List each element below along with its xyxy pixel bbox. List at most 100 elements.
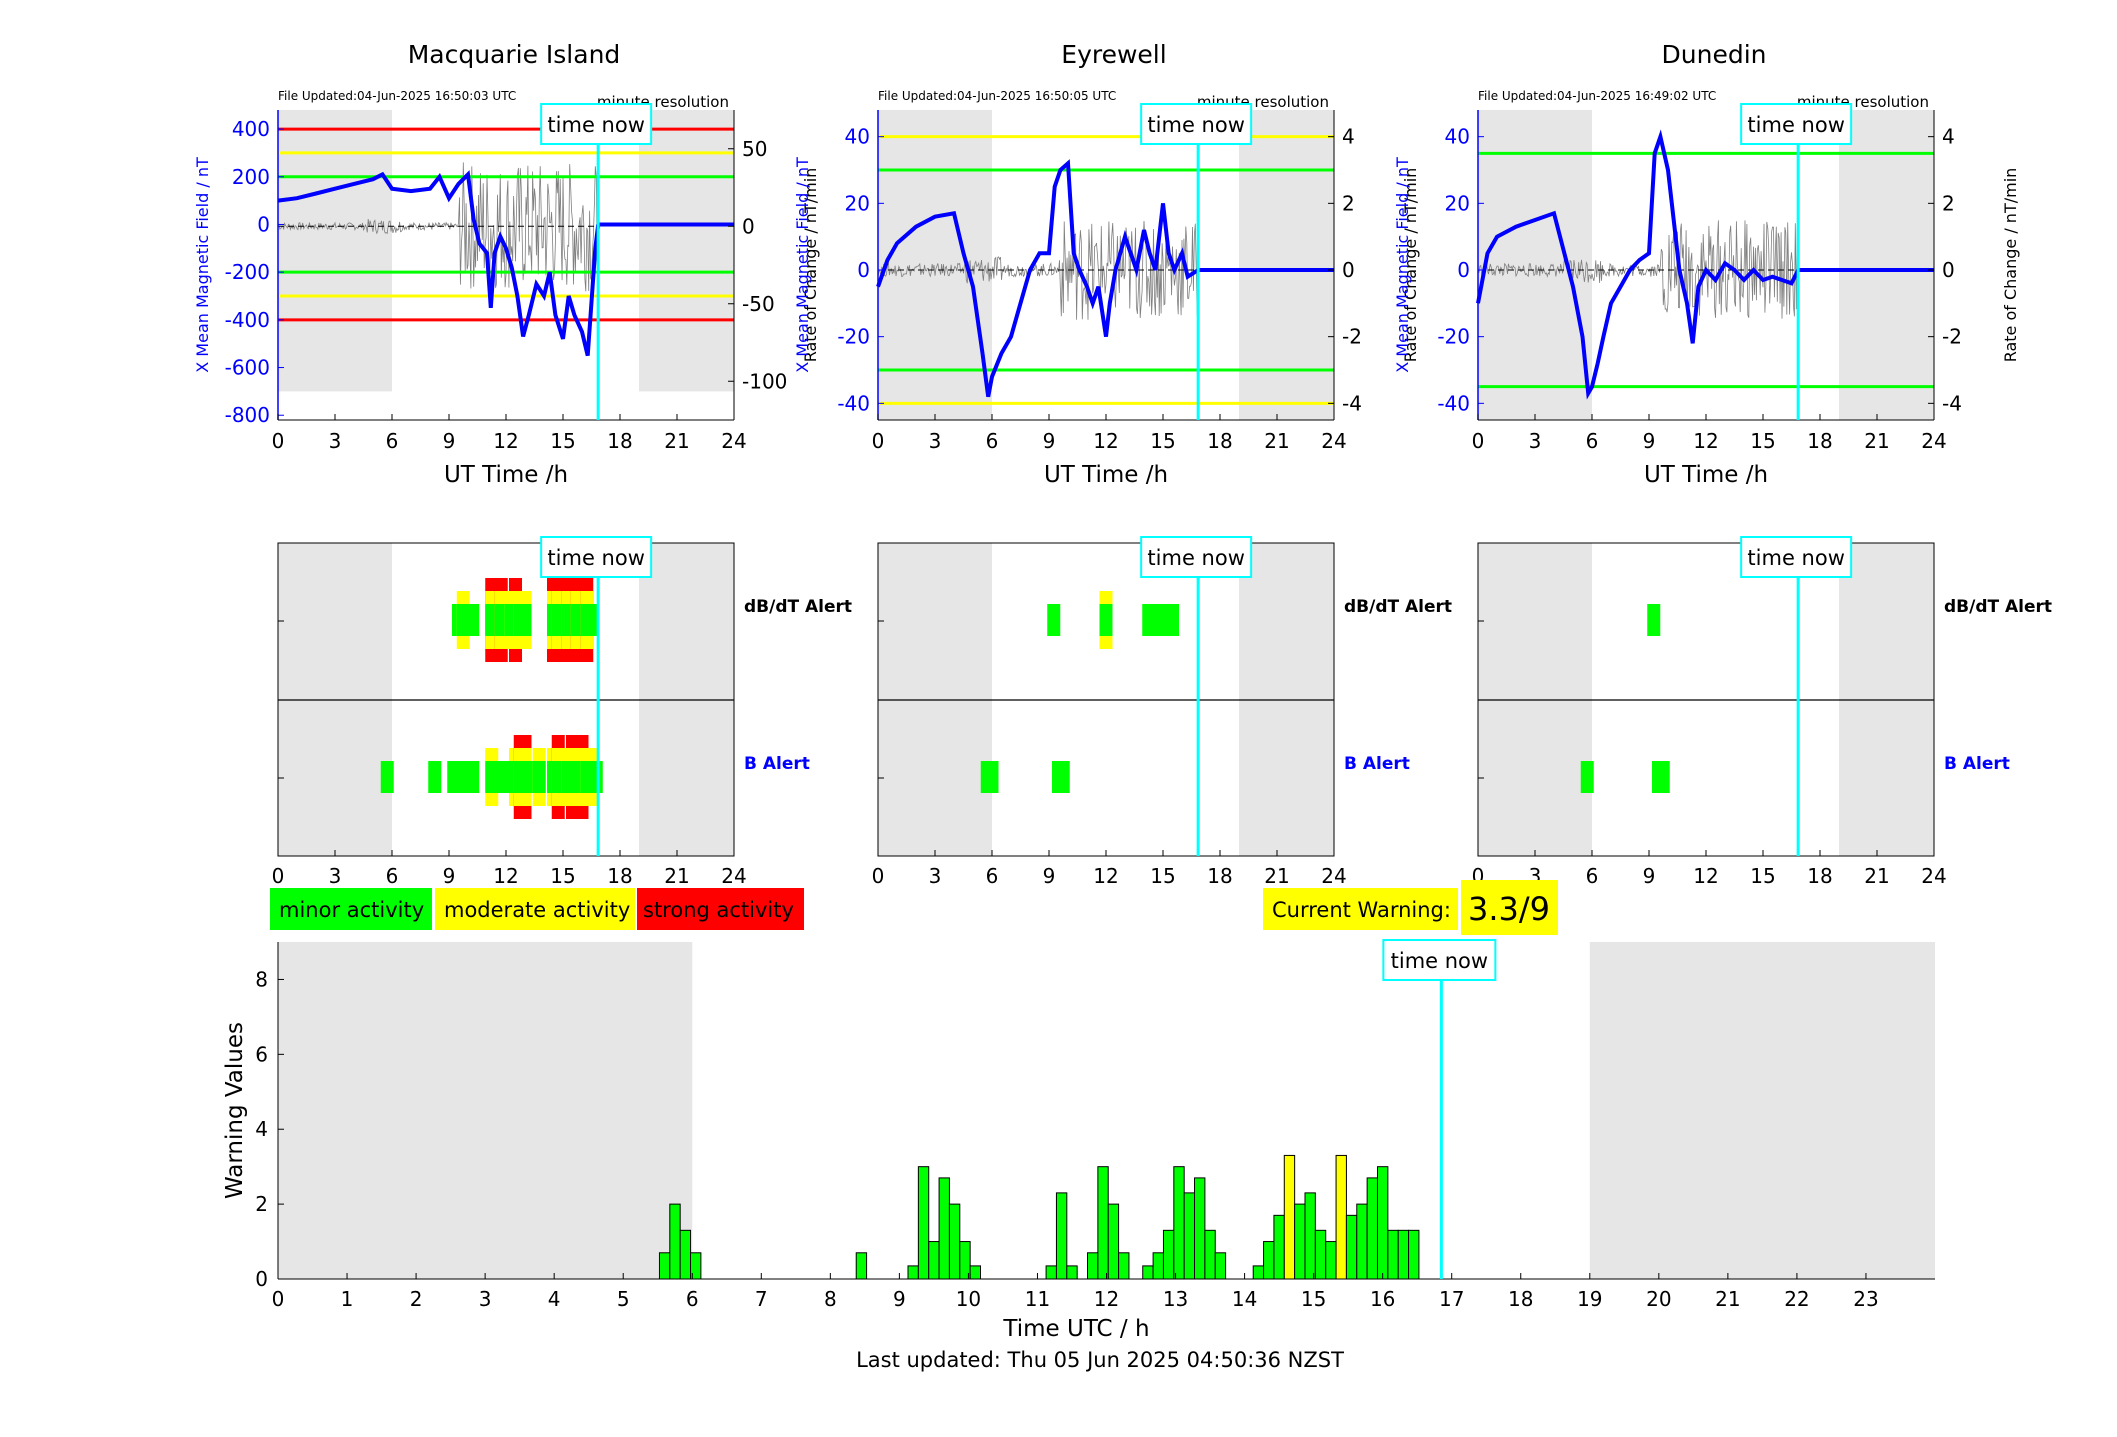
- x-tick-label: 9: [893, 1287, 906, 1311]
- file-updated: File Updated:04-Jun-2025 16:49:02 UTC: [1478, 89, 1716, 103]
- x-tick-label: 12: [1093, 429, 1118, 453]
- night-shade: [1239, 110, 1334, 420]
- warning-bar: [1204, 1229, 1216, 1280]
- warning-bar: [938, 1177, 950, 1280]
- x-tick-label: 21: [1864, 864, 1889, 888]
- alert-bar-minor: [585, 604, 598, 636]
- alert-bar-minor: [985, 761, 999, 793]
- alert-bar-minor: [1047, 604, 1061, 636]
- magnetic-field-panels: Macquarie Island File Updated:04-Jun-2025…: [193, 40, 2020, 488]
- warning-bar: [917, 1166, 930, 1280]
- x-tick-label: 3: [479, 1287, 492, 1311]
- y-tick-label: -20: [837, 325, 870, 349]
- alert-bar-minor: [1647, 604, 1661, 636]
- x-tick-label: 15: [550, 864, 575, 888]
- y-right-tick-label: 0: [1942, 258, 1955, 282]
- y-tick-label: 40: [845, 125, 870, 149]
- current-warning-value-box: [1461, 880, 1558, 935]
- alert-bar-minor: [466, 761, 480, 793]
- x-tick-label: 21: [664, 864, 689, 888]
- y-right-tick-label: -2: [1942, 325, 1962, 349]
- warning-bar: [1273, 1214, 1285, 1280]
- x-tick-label: 12: [493, 429, 518, 453]
- alert-bar-minor: [1580, 761, 1594, 793]
- y-tick-label: 6: [255, 1042, 268, 1066]
- x-tick-label: 0: [272, 864, 285, 888]
- time-now-label: time now: [1747, 113, 1844, 137]
- x-tick-label: 18: [607, 429, 632, 453]
- y-right-tick-label: -50: [742, 292, 775, 316]
- x-tick-label: 18: [1807, 864, 1832, 888]
- x-tick-label: 15: [1150, 864, 1175, 888]
- y-tick-label: 20: [845, 191, 870, 215]
- alert-panel-2: dB/dT Alert B Alert 0 3 6 9 12 15 18 21 24 time now: [872, 536, 1452, 888]
- x-tick-label: 15: [1750, 864, 1775, 888]
- x-tick-label: 18: [1508, 1287, 1533, 1311]
- warning-bar: [1345, 1214, 1358, 1280]
- x-tick-label: 4: [548, 1287, 561, 1311]
- warning-bar: [948, 1203, 961, 1280]
- warning-bar: [1335, 1154, 1347, 1280]
- x-tick-label: 15: [550, 429, 575, 453]
- x-tick-label: 8: [824, 1287, 837, 1311]
- warning-bar: [1142, 1265, 1154, 1280]
- warning-bar: [855, 1252, 868, 1280]
- last-updated: Last updated: Thu 05 Jun 2025 04:50:36 N…: [856, 1348, 1344, 1372]
- warning-bar: [1283, 1154, 1296, 1280]
- night-shade: [278, 110, 392, 392]
- y-tick-label: 4: [255, 1117, 268, 1141]
- x-tick-label: 16: [1370, 1287, 1395, 1311]
- alert-bar-minor: [1656, 761, 1670, 793]
- y-right-tick-label: 2: [1942, 191, 1955, 215]
- warning-bar: [1252, 1265, 1265, 1280]
- magnetic-field-line: [1476, 129, 1800, 400]
- dbdt-alert-label: dB/dT Alert: [1344, 597, 1452, 617]
- alert-bar-minor: [518, 604, 532, 636]
- station-title: Dunedin: [1662, 40, 1767, 69]
- y-tick-label: 40: [1445, 125, 1470, 149]
- current-warning-label-box: [1263, 888, 1458, 930]
- rate-of-change-line: [877, 220, 1198, 320]
- warning-bar: [1173, 1166, 1185, 1280]
- y-axis-label: Warning Values: [222, 1022, 248, 1199]
- activity-legend: minor activity moderate activity strong …: [270, 888, 804, 930]
- x-axis-label: UT Time /h: [1044, 462, 1168, 488]
- x-axis-label: UT Time /h: [1644, 462, 1768, 488]
- time-now-label: time now: [547, 546, 644, 570]
- y-right-axis-label: Rate of Change / nT/min: [801, 168, 820, 363]
- x-tick-label: 12: [1693, 864, 1718, 888]
- time-now-box: [1740, 536, 1853, 578]
- alert-bar-minor: [380, 761, 394, 793]
- x-tick-label: 21: [1715, 1287, 1740, 1311]
- x-tick-label: 13: [1163, 1287, 1188, 1311]
- x-tick-label: 6: [386, 429, 399, 453]
- station-title: Eyrewell: [1061, 40, 1166, 69]
- y-right-tick-label: -100: [742, 369, 787, 393]
- magnetic-field-line: [277, 170, 601, 357]
- x-tick-label: 6: [686, 1287, 699, 1311]
- x-tick-label: 22: [1784, 1287, 1809, 1311]
- time-now-label: time now: [547, 113, 644, 137]
- x-tick-label: 6: [386, 864, 399, 888]
- x-tick-label: 3: [1529, 429, 1542, 453]
- x-tick-label: 21: [664, 429, 689, 453]
- y-tick-label: -600: [225, 356, 270, 380]
- x-tick-label: 3: [929, 429, 942, 453]
- current-warning-value: 3.3/9: [1468, 890, 1550, 928]
- y-axis-label: X Mean Magnetic Field / nT: [193, 157, 212, 373]
- warning-bar: [1162, 1229, 1175, 1280]
- x-tick-label: 0: [1472, 429, 1485, 453]
- alert-bar-minor: [589, 761, 603, 793]
- alert-panel-1: dB/dT Alert B Alert 0 3 6 9 12 15 18 21 24 time now: [272, 536, 852, 888]
- y-right-axis-label: Rate of Change / nT/min: [1401, 168, 1420, 363]
- legend-strong-swatch: [637, 888, 804, 930]
- y-tick-label: 0: [257, 212, 270, 236]
- warning-bar: [969, 1265, 981, 1280]
- x-tick-label: 9: [443, 429, 456, 453]
- warning-bar: [928, 1241, 940, 1280]
- warning-bar: [669, 1203, 681, 1280]
- dbdt-alert-label: dB/dT Alert: [1944, 597, 2052, 617]
- time-now-box: [1740, 103, 1853, 145]
- y-tick-label: 0: [857, 258, 870, 282]
